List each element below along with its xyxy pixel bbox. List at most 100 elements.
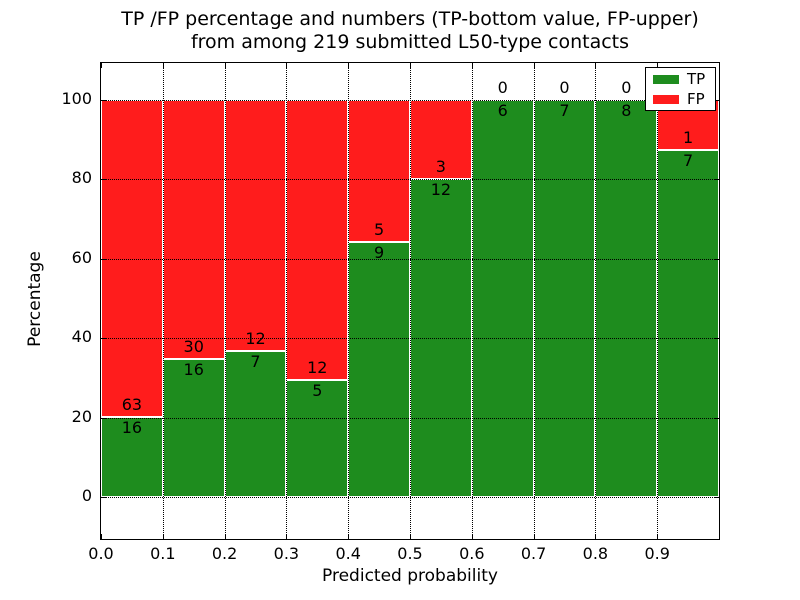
fp-legend-swatch-icon bbox=[653, 94, 679, 104]
fp-count-label: 3 bbox=[435, 157, 446, 177]
tp-count-label: 8 bbox=[621, 101, 632, 120]
x-tick-mark bbox=[224, 63, 226, 68]
tp-count-label: 12 bbox=[430, 180, 452, 200]
gridline-v bbox=[286, 63, 288, 539]
gridline-v bbox=[533, 63, 535, 539]
x-tick-mark bbox=[410, 534, 411, 539]
x-tick-mark bbox=[595, 63, 597, 68]
x-tick-label: 0.1 bbox=[150, 544, 176, 563]
x-tick-label: 0.5 bbox=[397, 544, 423, 563]
y-tick-mark bbox=[101, 100, 106, 101]
y-tick-mark bbox=[714, 179, 719, 181]
x-tick-mark bbox=[286, 534, 288, 539]
fp-count-label: 30 bbox=[183, 336, 204, 356]
y-tick-mark bbox=[714, 338, 719, 340]
fp-count-label: 0 bbox=[559, 78, 570, 97]
fp-count-label: 1 bbox=[682, 127, 694, 147]
tp-count-label: 9 bbox=[373, 242, 385, 262]
fp-count-label: 0 bbox=[497, 78, 508, 97]
legend-entry-fp: FP bbox=[653, 89, 708, 108]
gridline-v bbox=[595, 63, 597, 539]
x-tick-mark bbox=[595, 534, 597, 539]
y-tick-label: 0 bbox=[81, 486, 92, 505]
y-tick-mark bbox=[101, 179, 106, 181]
bar-segment-tp bbox=[348, 241, 410, 497]
bar-segment-tp bbox=[224, 350, 287, 497]
fp-count-label: 12 bbox=[307, 358, 328, 378]
bar-segment-fp bbox=[101, 100, 163, 417]
x-tick-label: 0.6 bbox=[459, 544, 485, 563]
y-tick-mark bbox=[101, 417, 106, 419]
tp-count-label: 6 bbox=[497, 101, 508, 120]
bar-segment-tp bbox=[595, 100, 658, 497]
x-tick-mark bbox=[471, 63, 473, 68]
legend-label-tp: TP bbox=[687, 69, 706, 88]
y-tick-mark bbox=[714, 497, 719, 498]
bar-segment-tp bbox=[657, 149, 719, 497]
y-tick-mark bbox=[101, 258, 106, 260]
x-axis-label: Predicted probability bbox=[322, 566, 498, 586]
x-tick-mark bbox=[533, 534, 535, 539]
chart-title: TP /FP percentage and numbers (TP-bottom… bbox=[100, 8, 720, 54]
fp-count-label: 0 bbox=[621, 78, 632, 97]
x-tick-mark bbox=[286, 63, 288, 68]
tp-count-label: 16 bbox=[183, 359, 204, 379]
x-tick-label: 0.2 bbox=[211, 544, 238, 563]
y-tick-label: 100 bbox=[61, 89, 92, 108]
x-tick-mark bbox=[471, 534, 473, 539]
x-tick-mark bbox=[101, 63, 102, 68]
x-tick-label: 0.3 bbox=[273, 544, 300, 563]
x-tick-label: 0.7 bbox=[520, 544, 547, 563]
tp-count-label: 5 bbox=[312, 381, 323, 401]
x-tick-label: 0.8 bbox=[582, 544, 609, 563]
plot-area: TP FP 63 16 30 16 12 7 12 5 5 9 3 12 0 6 0 7 0 8 1 7 bbox=[100, 62, 720, 540]
gridline-v bbox=[224, 63, 226, 539]
bar-segment-tp bbox=[533, 100, 596, 497]
tp-count-label: 7 bbox=[559, 101, 570, 120]
bar-segment-fp bbox=[224, 100, 287, 351]
y-tick-mark bbox=[101, 338, 106, 340]
y-tick-mark bbox=[714, 100, 719, 101]
fp-count-label: 12 bbox=[245, 328, 266, 348]
bar-segment-fp bbox=[162, 100, 225, 359]
x-tick-mark bbox=[162, 534, 164, 539]
tp-count-label: 7 bbox=[682, 150, 694, 170]
x-tick-mark bbox=[162, 63, 164, 68]
x-tick-mark bbox=[657, 63, 659, 68]
y-tick-mark bbox=[714, 258, 719, 260]
bar-segment-tp bbox=[101, 416, 163, 497]
y-tick-label: 60 bbox=[71, 247, 92, 267]
gridline-v bbox=[471, 63, 473, 539]
x-tick-mark bbox=[348, 534, 350, 539]
tp-count-label: 7 bbox=[250, 351, 261, 371]
fp-count-label: 63 bbox=[121, 394, 143, 414]
x-tick-label: 0.0 bbox=[88, 544, 114, 563]
fp-count-label: 5 bbox=[373, 219, 385, 239]
x-tick-mark bbox=[348, 63, 350, 68]
bar-segment-tp bbox=[471, 100, 534, 497]
y-tick-label: 20 bbox=[71, 406, 92, 426]
chart-title-line1: TP /FP percentage and numbers (TP-bottom… bbox=[121, 8, 699, 30]
gridline-v bbox=[410, 63, 411, 539]
legend-label-fp: FP bbox=[687, 89, 705, 108]
legend-entry-tp: TP bbox=[653, 69, 708, 88]
chart-title-line2: from among 219 submitted L50-type contac… bbox=[190, 31, 630, 53]
legend: TP FP bbox=[645, 67, 716, 111]
x-tick-mark bbox=[410, 63, 411, 68]
y-tick-label: 80 bbox=[71, 168, 92, 188]
x-tick-label: 0.4 bbox=[335, 544, 361, 563]
gridline-v bbox=[162, 63, 164, 539]
y-tick-mark bbox=[101, 497, 106, 498]
tp-count-label: 16 bbox=[121, 417, 143, 437]
x-tick-mark bbox=[224, 534, 226, 539]
y-tick-label: 40 bbox=[71, 327, 92, 347]
bar-segment-tp bbox=[162, 358, 225, 497]
x-tick-label: 0.9 bbox=[644, 544, 670, 563]
tp-legend-swatch-icon bbox=[653, 74, 679, 84]
x-tick-mark bbox=[657, 534, 659, 539]
y-tick-mark bbox=[714, 417, 719, 419]
x-tick-mark bbox=[101, 534, 102, 539]
y-axis-label: Percentage bbox=[25, 251, 45, 347]
gridline-v bbox=[657, 63, 659, 539]
